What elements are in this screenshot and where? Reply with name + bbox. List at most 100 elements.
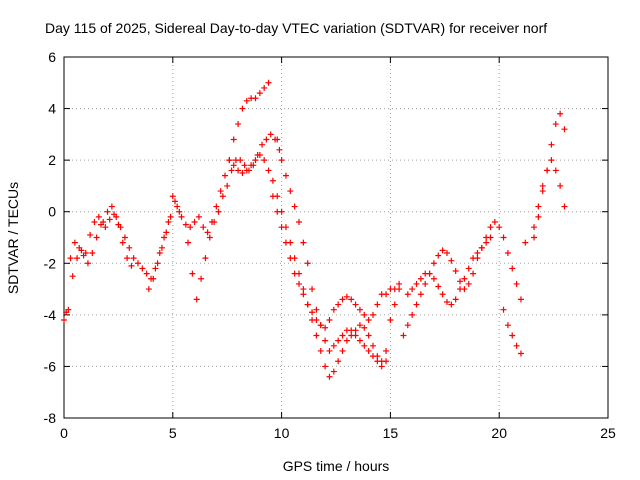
- data-point: [544, 167, 551, 174]
- data-point: [383, 347, 390, 354]
- data-point: [61, 317, 67, 324]
- data-point: [326, 347, 333, 354]
- data-point: [121, 234, 128, 241]
- data-point: [452, 296, 459, 303]
- data-point: [391, 286, 398, 293]
- data-point: [204, 229, 211, 236]
- plot-frame: [63, 56, 609, 419]
- data-point: [409, 286, 416, 293]
- data-point: [365, 317, 372, 324]
- data-point: [500, 306, 507, 313]
- data-point: [413, 280, 420, 287]
- data-point: [158, 244, 165, 251]
- data-point: [176, 208, 183, 215]
- data-point: [504, 249, 511, 256]
- data-point: [167, 213, 174, 220]
- data-point: [443, 298, 450, 305]
- data-point: [97, 221, 104, 228]
- data-point: [235, 121, 242, 128]
- data-point: [365, 347, 372, 354]
- data-point: [326, 373, 333, 380]
- data-point: [265, 79, 272, 86]
- data-point: [252, 95, 259, 102]
- data-point: [206, 234, 213, 241]
- data-point: [296, 280, 303, 287]
- data-point: [348, 296, 355, 303]
- data-point: [200, 224, 207, 231]
- data-point: [396, 280, 403, 287]
- series-track-i: [531, 157, 568, 231]
- data-point: [211, 219, 218, 226]
- data-point: [513, 342, 520, 349]
- data-point: [276, 146, 283, 153]
- data-point: [496, 224, 503, 231]
- data-point: [561, 203, 568, 210]
- data-point: [130, 255, 137, 262]
- data-point: [174, 203, 181, 210]
- data-point: [261, 84, 268, 91]
- data-point: [165, 219, 172, 226]
- data-point: [535, 213, 542, 220]
- series-track-a: [61, 79, 272, 324]
- data-point: [322, 324, 329, 331]
- data-point: [309, 286, 316, 293]
- series-track-c: [226, 151, 403, 380]
- data-point: [313, 317, 320, 324]
- data-points: [61, 79, 568, 380]
- data-point: [252, 157, 259, 164]
- data-point: [213, 203, 220, 210]
- data-point: [439, 291, 446, 298]
- axis-ticks: 0 5 10 15 20 25 -8 -6 -4 -2 0 2 4 6: [44, 49, 616, 441]
- data-point: [369, 342, 376, 349]
- data-point: [317, 322, 324, 329]
- data-point: [491, 219, 498, 226]
- data-point: [465, 280, 472, 287]
- data-point: [243, 167, 250, 174]
- data-point: [263, 136, 270, 143]
- data-point: [150, 275, 157, 282]
- data-point: [239, 105, 246, 112]
- data-point: [417, 291, 424, 298]
- data-point: [383, 358, 390, 365]
- data-point: [509, 332, 516, 339]
- data-point: [134, 260, 141, 267]
- data-point: [365, 332, 372, 339]
- data-point: [291, 270, 298, 277]
- data-point: [322, 337, 329, 344]
- data-point: [115, 221, 122, 228]
- data-point: [235, 167, 242, 174]
- data-point: [124, 255, 131, 262]
- data-point: [259, 141, 266, 148]
- y-axis-label: SDTVAR / TECUs: [5, 182, 21, 294]
- data-point: [343, 293, 350, 300]
- data-point: [278, 224, 285, 231]
- y-tick-label: 6: [48, 49, 56, 65]
- data-point: [111, 211, 118, 218]
- data-point: [404, 291, 411, 298]
- data-point: [274, 136, 281, 143]
- data-point: [352, 332, 359, 339]
- data-point: [256, 90, 263, 97]
- data-point: [361, 311, 368, 318]
- data-point: [193, 296, 200, 303]
- data-point: [531, 224, 538, 231]
- data-point: [356, 322, 363, 329]
- data-point: [409, 311, 416, 318]
- data-point: [102, 224, 109, 231]
- data-point: [171, 198, 178, 205]
- data-point: [217, 188, 224, 195]
- x-tick-label: 5: [169, 425, 177, 441]
- data-point: [287, 188, 294, 195]
- data-point: [269, 193, 276, 200]
- data-point: [80, 252, 87, 259]
- data-point: [548, 157, 555, 164]
- data-point: [106, 216, 113, 223]
- data-point: [185, 239, 192, 246]
- data-point: [413, 301, 420, 308]
- data-point: [348, 327, 355, 334]
- data-point: [108, 203, 115, 210]
- data-point: [522, 239, 529, 246]
- data-point: [356, 306, 363, 313]
- data-point: [239, 170, 246, 177]
- data-point: [265, 167, 272, 174]
